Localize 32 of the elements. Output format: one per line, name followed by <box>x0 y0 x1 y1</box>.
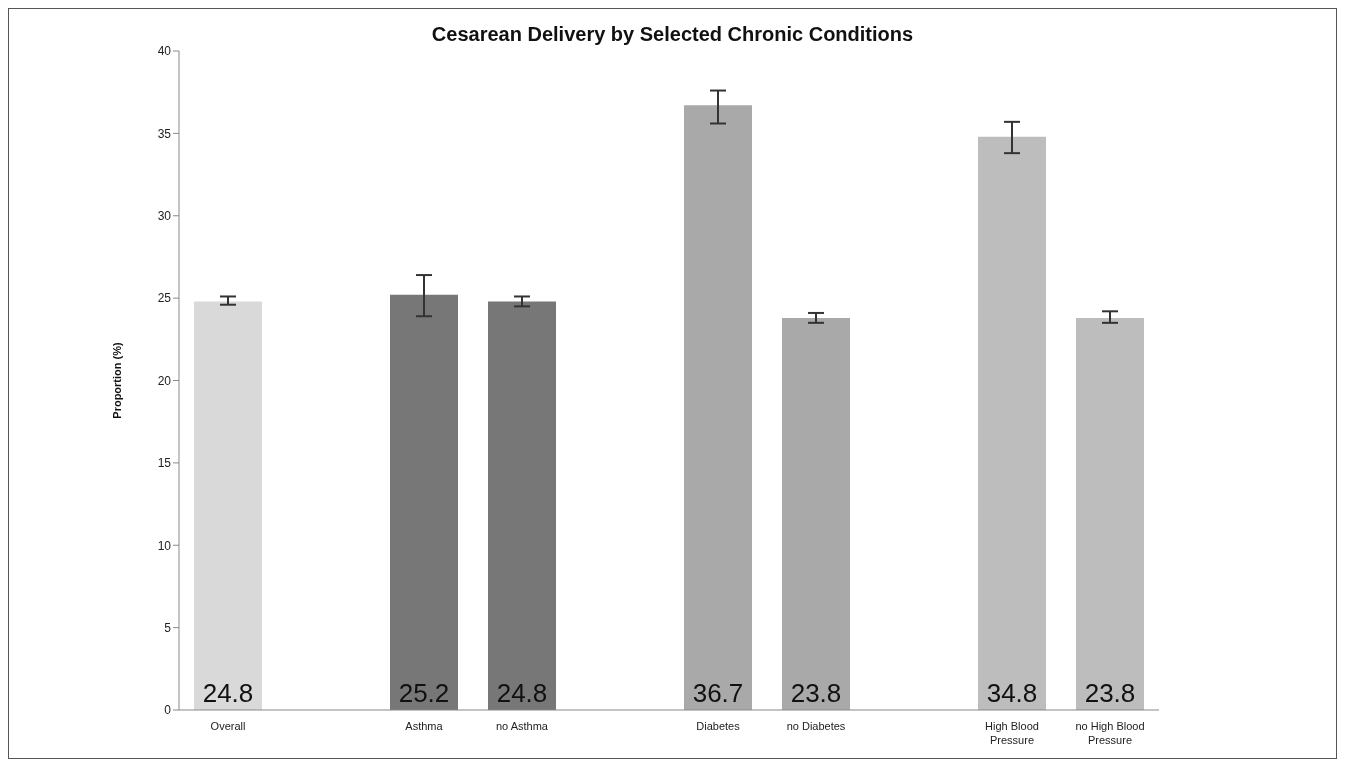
y-tick-label: 0 <box>164 703 172 718</box>
bar <box>1076 317 1144 710</box>
bar <box>194 301 262 710</box>
bar <box>390 294 458 710</box>
x-tick-label: High Blood Pressure <box>985 720 1039 746</box>
bar <box>782 317 850 710</box>
y-tick-label: 25 <box>157 291 172 306</box>
chart-title: Cesarean Delivery by Selected Chronic Conditions <box>430 23 915 46</box>
data-label: 34.8 <box>986 678 1038 708</box>
y-tick-label: 35 <box>157 126 172 141</box>
y-tick-label: 30 <box>157 209 172 224</box>
x-tick-label: no Asthma <box>496 720 549 732</box>
data-label: 36.7 <box>692 678 744 708</box>
data-label: 25.2 <box>398 678 450 708</box>
data-label: 24.8 <box>496 678 548 708</box>
bar <box>684 105 752 710</box>
bar <box>488 301 556 710</box>
y-tick-label: 15 <box>157 456 172 471</box>
y-tick-label: 40 <box>157 44 172 59</box>
data-label: 23.8 <box>1084 678 1136 708</box>
y-axis-title: Proportion (%) <box>110 341 123 419</box>
x-tick-label: no High Blood Pressure <box>1075 720 1145 746</box>
y-tick-label: 5 <box>164 620 172 635</box>
data-label: 23.8 <box>790 678 842 708</box>
bar <box>978 136 1046 710</box>
x-tick-label: no Diabetes <box>786 720 846 732</box>
x-tick-label: Overall <box>210 720 246 732</box>
y-tick-label: 20 <box>157 373 172 388</box>
y-tick-label: 10 <box>157 538 172 553</box>
x-tick-label: Asthma <box>405 720 444 732</box>
x-tick-label: Diabetes <box>696 720 741 732</box>
data-label: 24.8 <box>202 678 254 708</box>
